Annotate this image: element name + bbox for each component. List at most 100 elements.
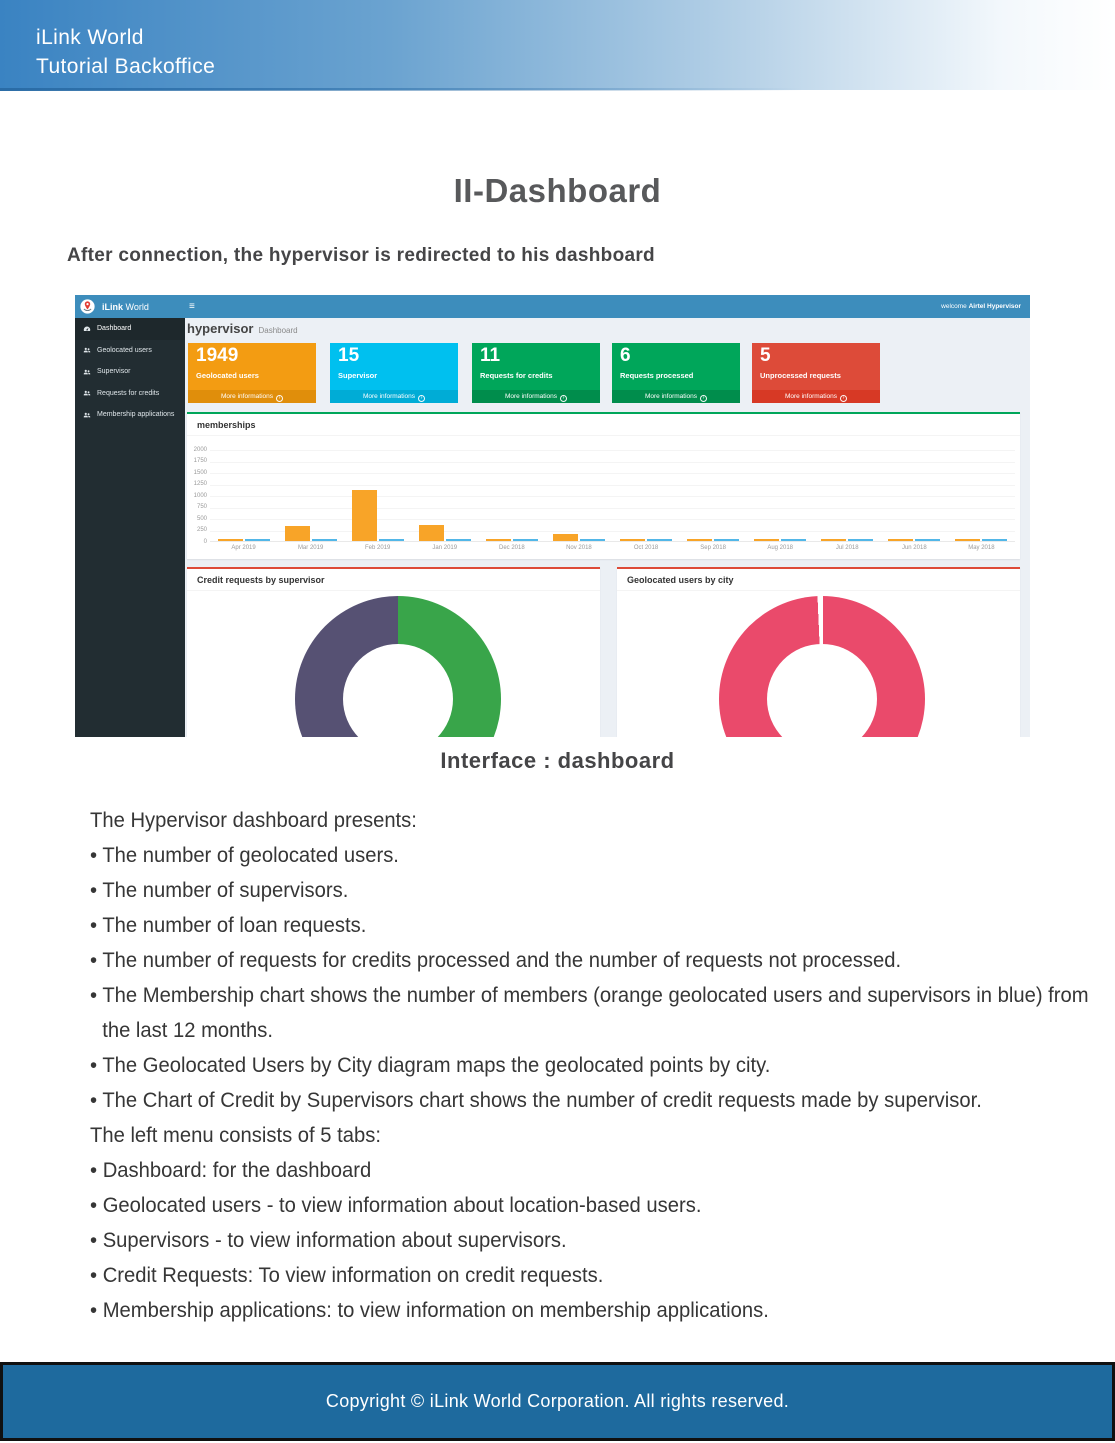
chart-bar: [311, 539, 337, 541]
bar-group: [344, 450, 411, 541]
stat-card-unprocessed-requests: 5 Unprocessed requests More informations…: [752, 343, 880, 403]
dashboard-screenshot: iLink World ≡ welcome Airtel Hypervisor …: [75, 295, 1030, 737]
more-informations-link[interactable]: More informations ›: [188, 390, 316, 403]
bar-group: [478, 450, 545, 541]
donut-slice-divider: [821, 596, 823, 650]
sidebar-item-supervisor[interactable]: Supervisor: [75, 361, 185, 383]
x-tick-label: Apr 2019: [231, 545, 256, 551]
chart-bar: [848, 539, 874, 541]
x-tick-label: Sep 2018: [700, 545, 726, 551]
chart-bar: [888, 539, 914, 541]
more-informations-link[interactable]: More informations ›: [612, 390, 740, 403]
gridline: [210, 496, 1015, 497]
body-text: The Hypervisor dashboard presents: • The …: [90, 803, 1095, 1328]
chart-bar: [485, 539, 511, 541]
stat-label: Unprocessed requests: [760, 371, 841, 380]
credit-requests-title: Credit requests by supervisor: [187, 569, 600, 591]
sidebar-item-label: Dashboard: [97, 325, 132, 333]
more-informations-link[interactable]: More informations ›: [330, 390, 458, 403]
users-icon: [83, 391, 91, 396]
stat-value: 15: [338, 345, 360, 366]
chart-bar: [418, 524, 444, 541]
chart-bar: [647, 539, 672, 541]
arrow-circle-icon: ›: [700, 395, 708, 402]
x-tick-label: Mar 2019: [297, 545, 324, 551]
gridline: [210, 484, 1015, 486]
gridline: [210, 519, 1015, 520]
donut-hole: [767, 644, 877, 737]
chart-bar: [620, 539, 645, 541]
intro-text: After connection, the hypervisor is redi…: [67, 245, 655, 266]
chart-bar: [512, 539, 538, 541]
body-line: • Supervisors - to view information abou…: [90, 1228, 567, 1252]
bar-group: [411, 450, 478, 541]
x-tick-label: Jul 2018: [835, 545, 859, 551]
brand-logo-area[interactable]: iLink World: [75, 295, 185, 318]
users-icon: [83, 348, 91, 353]
arrow-circle-icon: ›: [560, 395, 568, 402]
chart-bar: [781, 539, 807, 541]
sidebar-item-label: Membership applications: [97, 411, 175, 419]
body-line: • Membership applications: to view infor…: [90, 1298, 769, 1322]
sidebar-item-geolocated-users[interactable]: Geolocated users: [75, 340, 185, 362]
gridline: [210, 530, 1015, 532]
sidebar-item-label: Geolocated users: [97, 346, 152, 354]
chart-bar: [687, 539, 713, 541]
body-line: • The Geolocated Users by City diagram m…: [90, 1053, 771, 1077]
screenshot-caption: Interface : dashboard: [440, 748, 675, 773]
header-brand-line1: iLink World: [36, 26, 144, 49]
sidebar-item-dashboard[interactable]: Dashboard: [75, 318, 185, 340]
y-tick-label: 2000: [193, 446, 207, 453]
body-line: The left menu consists of 5 tabs:: [90, 1123, 381, 1147]
chart-x-axis: Apr 2019 Mar 2019 Feb 2019 Jan 2019 Dec 2018…: [210, 545, 1015, 551]
content-subtitle: Dashboard: [258, 326, 298, 335]
chart-bar: [821, 539, 847, 541]
memberships-chart-title: memberships: [187, 414, 1020, 436]
gridline: [210, 450, 1015, 451]
bar-group: [747, 450, 814, 541]
stat-label: Supervisor: [338, 371, 378, 380]
chart-bar: [552, 534, 578, 541]
body-line: • The number of loan requests.: [90, 913, 367, 937]
stat-card-requests-processed: 6 Requests processed More informations ›: [612, 343, 740, 403]
y-tick-label: 1250: [193, 481, 207, 487]
chart-bar: [445, 539, 471, 541]
more-informations-link[interactable]: More informations ›: [752, 390, 880, 403]
stat-value: 6: [620, 345, 631, 366]
sidebar-item-membership-applications[interactable]: Membership applications: [75, 404, 185, 426]
sidebar-toggle-icon[interactable]: ≡: [189, 301, 195, 312]
x-tick-label: Dec 2018: [499, 545, 525, 551]
geolocated-users-panel: Geolocated users by city: [617, 567, 1020, 737]
donut-hole: [343, 644, 453, 737]
y-tick-label: 1500: [193, 469, 207, 476]
body-line: • Geolocated users - to view information…: [90, 1193, 702, 1217]
sidebar-item-label: Requests for credits: [97, 389, 160, 397]
sidebar-item-requests-for-credits[interactable]: Requests for credits: [75, 383, 185, 405]
chart-bar: [244, 539, 270, 541]
stat-value: 11: [480, 345, 501, 366]
x-tick-label: Oct 2018: [633, 545, 659, 551]
geolocated-users-title: Geolocated users by city: [617, 569, 1020, 591]
body-line: • The number of geolocated users.: [90, 843, 399, 867]
y-tick-label: 1750: [193, 458, 207, 464]
gridline: [210, 473, 1015, 474]
ilink-logo-icon: [80, 299, 95, 314]
top-navbar: iLink World ≡ welcome Airtel Hypervisor: [75, 295, 1030, 318]
more-informations-link[interactable]: More informations ›: [472, 390, 600, 403]
chart-bar: [378, 539, 404, 541]
document-footer: Copyright © iLink World Corporation. All…: [0, 1362, 1115, 1441]
welcome-user[interactable]: welcome Airtel Hypervisor: [941, 303, 1021, 310]
chart-bar: [284, 526, 310, 541]
x-tick-label: Jan 2019: [432, 545, 458, 551]
sidebar-menu: Dashboard Geolocated users Supervisor Re…: [75, 318, 185, 737]
y-tick-label: 250: [196, 527, 207, 533]
header-brand-line2: Tutorial Backoffice: [36, 55, 216, 78]
chart-bar: [754, 539, 780, 541]
stat-label: Requests processed: [620, 371, 694, 380]
bar-group: [545, 450, 612, 541]
bar-group: [881, 450, 948, 541]
stat-label: Geolocated users: [196, 371, 259, 380]
bar-group: [277, 450, 344, 541]
body-line: The Hypervisor dashboard presents:: [90, 808, 417, 832]
chart-bar: [351, 489, 377, 541]
